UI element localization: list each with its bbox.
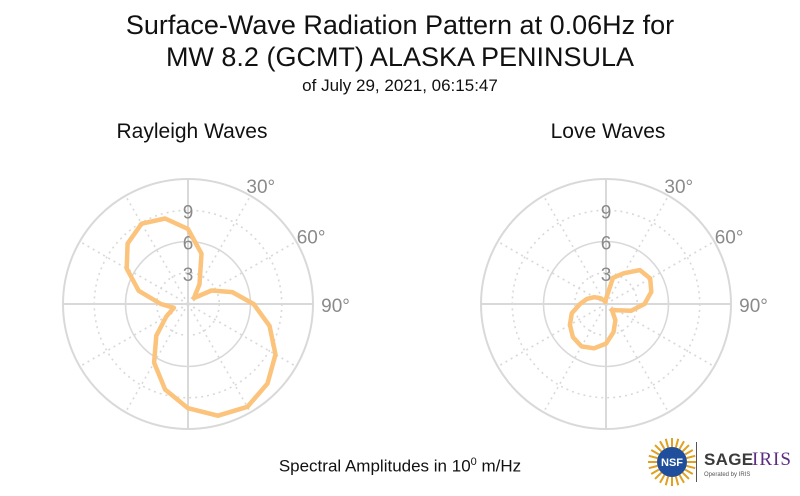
love-outer-ring: [480, 178, 732, 430]
love-radiation-curve: [567, 267, 654, 351]
love-angle-tick-label: 90°: [739, 296, 768, 317]
nsf-ray: [650, 449, 660, 456]
rayleigh-r-tick-label: 6: [183, 234, 194, 255]
nsf-ray: [684, 449, 694, 456]
sage-logo-text: SAGE: [704, 450, 754, 469]
love-r-tick-label: 9: [601, 202, 612, 223]
nsf-ray: [684, 468, 694, 475]
units-prefix: Spectral Amplitudes in 10: [278, 456, 471, 476]
nsf-ray: [659, 440, 666, 450]
nsf-globe-icon: [657, 447, 687, 477]
nsf-ray: [681, 471, 690, 480]
iris-logo-text: IRIS: [752, 449, 792, 470]
love-panel-title: Love Waves: [550, 120, 666, 143]
nsf-ray: [686, 454, 696, 460]
nsf-ray: [654, 444, 663, 453]
nsf-ray: [678, 474, 685, 484]
amplitude-units-label: Spectral Amplitudes in 100 m/Hz: [0, 456, 800, 477]
nsf-ray: [659, 474, 666, 484]
nsf-ray: [686, 464, 696, 470]
rayleigh-angle-tick-label: 90°: [321, 296, 350, 317]
chart-title-line2: MW 8.2 (GCMT) ALASKA PENINSULA: [165, 42, 635, 72]
nsf-ray: [654, 471, 663, 480]
units-suffix: m/Hz: [476, 456, 522, 476]
logo-area: NSF SAGE IRIS Operated by IRIS: [646, 436, 796, 488]
nsf-ray: [648, 464, 658, 470]
operated-by-text: Operated by IRIS: [704, 472, 751, 478]
rayleigh-grid-ring: [155, 271, 221, 337]
nsf-logo-text: NSF: [661, 457, 683, 469]
nsf-ray: [674, 438, 680, 448]
nsf-ray: [664, 476, 670, 486]
chart-subtitle: of July 29, 2021, 06:15:47: [302, 76, 498, 95]
rayleigh-outer-ring: [62, 178, 314, 430]
nsf-ray: [678, 440, 685, 450]
love-r-tick-label: 3: [601, 265, 612, 286]
nsf-logo-icon: NSF: [648, 438, 696, 486]
rayleigh-grid-ring: [93, 209, 283, 399]
love-angle-tick-label: 60°: [715, 227, 744, 248]
logo-divider: [696, 442, 697, 482]
nsf-ray: [650, 468, 660, 475]
nsf-ray: [664, 438, 670, 448]
rayleigh-panel-title: Rayleigh Waves: [116, 120, 268, 143]
love-r-tick-label: 6: [601, 234, 612, 255]
love-grid-ring: [542, 240, 670, 368]
rayleigh-r-tick-label: 3: [183, 265, 194, 286]
nsf-ray: [674, 476, 680, 486]
rayleigh-angle-tick-label: 60°: [297, 227, 326, 248]
rayleigh-angle-tick-label: 30°: [246, 177, 275, 198]
nsf-ray: [681, 444, 690, 453]
nsf-ray: [648, 454, 658, 460]
rayleigh-r-tick-label: 9: [183, 202, 194, 223]
love-angle-tick-label: 30°: [664, 177, 693, 198]
chart-title-line1: Surface-Wave Radiation Pattern at 0.06Hz…: [125, 10, 675, 40]
units-exponent: 0: [470, 456, 477, 468]
rayleigh-radiation-curve: [124, 216, 278, 418]
love-grid-ring: [511, 209, 701, 399]
love-grid-ring: [573, 271, 639, 337]
